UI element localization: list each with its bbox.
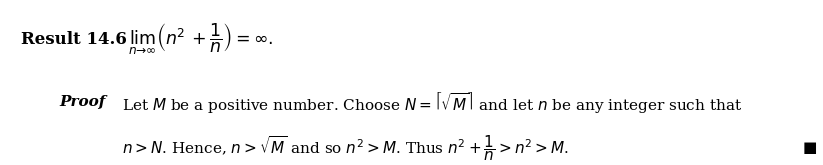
Text: Proof: Proof	[59, 95, 105, 109]
Text: $\lim_{n\to\infty}\left(n^2 + \dfrac{1}{n}\right) = \infty.$: $\lim_{n\to\infty}\left(n^2 + \dfrac{1}{…	[128, 22, 273, 57]
Text: $n > N$. Hence, $n > \sqrt{M}$ and so $n^2 > M$. Thus $n^2 + \dfrac{1}{n} > n^2 : $n > N$. Hence, $n > \sqrt{M}$ and so $n…	[122, 134, 569, 163]
Text: Result 14.6: Result 14.6	[21, 31, 127, 48]
Text: Let $M$ be a positive number. Choose $N = \left\lceil\sqrt{M}\right\rceil$ and l: Let $M$ be a positive number. Choose $N …	[122, 90, 742, 115]
Text: $\blacksquare$: $\blacksquare$	[802, 141, 817, 156]
